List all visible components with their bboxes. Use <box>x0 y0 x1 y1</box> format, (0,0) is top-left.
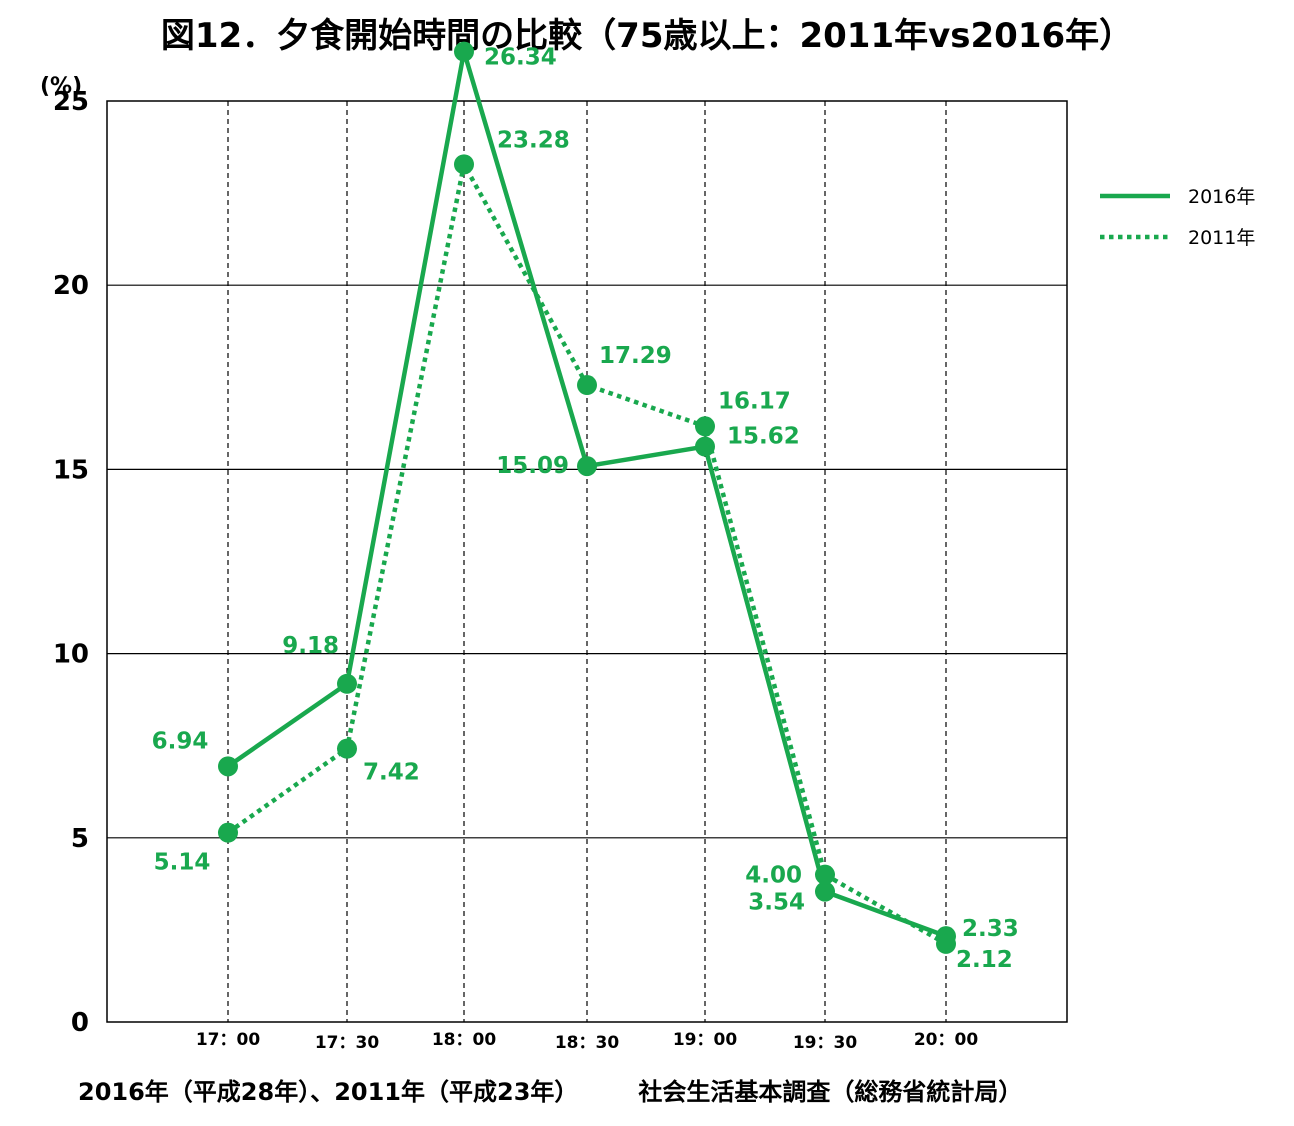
data-label: 15.62 <box>727 424 800 450</box>
y-tick-label: 10 <box>53 640 89 670</box>
x-tick-label: 17：00 <box>196 1030 260 1050</box>
x-tick-label: 19：30 <box>793 1033 857 1053</box>
y-tick-label: 15 <box>53 455 89 485</box>
data-point <box>454 154 474 175</box>
data-label: 15.09 <box>496 453 569 479</box>
data-label: 23.28 <box>497 127 570 153</box>
x-tick-label: 18：00 <box>432 1030 496 1050</box>
footer-years: 2016年（平成28年）、2011年（平成23年） <box>78 1078 579 1106</box>
data-label: 26.34 <box>484 45 557 71</box>
data-label: 2.12 <box>956 947 1013 973</box>
y-tick-label: 20 <box>53 271 89 301</box>
x-tick-label: 20：00 <box>914 1030 978 1050</box>
y-axis-unit: (%) <box>40 74 82 99</box>
data-label: 16.17 <box>718 388 791 414</box>
footer-source: 社会生活基本調査（総務省統計局） <box>638 1078 1023 1106</box>
data-point <box>936 933 956 954</box>
data-point <box>815 864 835 885</box>
chart-title: 図12．夕食開始時間の比較（75歳以上：2011年vs2016年） <box>160 16 1134 56</box>
data-label: 5.14 <box>154 850 211 876</box>
data-point <box>815 881 835 902</box>
data-point <box>577 456 597 477</box>
data-point <box>218 756 238 777</box>
data-label: 3.54 <box>748 890 805 916</box>
data-label: 7.42 <box>363 760 420 786</box>
x-tick-label: 18：30 <box>555 1033 619 1053</box>
data-point <box>337 673 357 694</box>
data-label: 17.29 <box>599 343 672 369</box>
y-tick-label: 25 <box>53 87 89 117</box>
line-chart: 0 5 10 15 20 25 17：00 17：30 18：00 18：30 19：00 19：30… <box>40 41 1255 1053</box>
data-point <box>695 416 715 437</box>
data-label: 4.00 <box>745 863 802 889</box>
chart-source-note: 2016年（平成28年）、2011年（平成23年） 社会生活基本調査（総務省統計局… <box>78 1072 1022 1107</box>
data-label: 6.94 <box>152 728 209 754</box>
data-point <box>337 738 357 759</box>
legend-label: 2016年 <box>1188 186 1255 208</box>
data-label: 2.33 <box>962 916 1019 942</box>
data-point <box>218 822 238 843</box>
data-label: 9.18 <box>282 633 339 659</box>
x-tick-label: 17：30 <box>315 1033 379 1053</box>
data-point <box>454 41 474 62</box>
y-tick-label: 5 <box>71 824 89 854</box>
legend-label: 2011年 <box>1188 227 1255 249</box>
y-tick-label: 0 <box>71 1008 89 1038</box>
data-point <box>577 375 597 396</box>
x-tick-label: 19：00 <box>673 1030 737 1050</box>
